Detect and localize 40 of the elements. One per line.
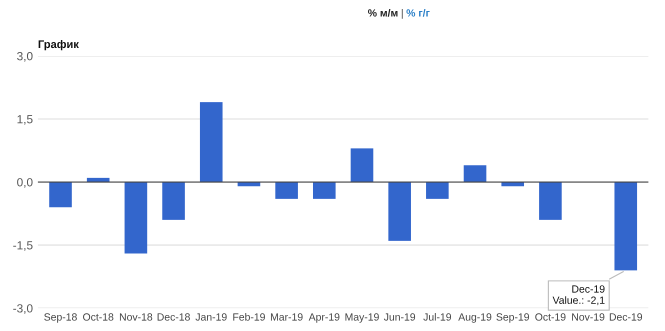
y-tick-label: 0,0 — [17, 178, 33, 188]
x-tick-label: Aug-19 — [458, 313, 492, 323]
bar — [426, 182, 449, 199]
x-tick-label: Mar-19 — [270, 313, 303, 321]
x-tick-label: Oct-19 — [535, 313, 566, 321]
bar — [388, 182, 411, 241]
bar — [124, 182, 148, 254]
bar — [200, 102, 223, 182]
bar — [614, 182, 638, 270]
bar — [312, 182, 336, 199]
text: % г/г — [406, 9, 430, 17]
bar — [350, 148, 374, 182]
bar — [162, 182, 185, 220]
bar — [275, 182, 298, 199]
x-tick-label: Nov-19 — [572, 313, 604, 321]
x-tick-label: Jun-19 — [384, 313, 416, 321]
y-tick-label: 1,5 — [18, 115, 33, 125]
y-tick-label: -3,0 — [13, 304, 33, 314]
x-tick-label: Dec-19 — [610, 313, 642, 321]
bar — [464, 165, 486, 182]
y-tick-label: 3,0 — [17, 52, 33, 62]
text: | — [402, 9, 403, 19]
x-tick-label: May-19 — [345, 313, 379, 323]
bar — [501, 182, 524, 186]
x-tick-label: Nov-18 — [120, 313, 152, 321]
x-tick-label: Sep-19 — [496, 313, 530, 323]
x-tick-label: Dec-18 — [158, 313, 190, 321]
y-tick-label: -1,5 — [13, 241, 33, 251]
x-tick-label: Sep-18 — [44, 313, 77, 323]
x-tick-label: Feb-19 — [233, 313, 265, 321]
bar — [49, 182, 72, 208]
x-tick-label: Jul-19 — [423, 313, 452, 321]
chart-title: График — [38, 40, 79, 50]
x-tick-label: Jan-19 — [195, 313, 227, 321]
x-tick-label: Oct-18 — [83, 313, 114, 321]
text: % м/м — [368, 9, 398, 17]
x-tick-label: Apr-19 — [308, 313, 340, 323]
bar — [238, 182, 260, 186]
bar — [539, 182, 562, 220]
annotation: Dec-19 Value.: -2,1 — [552, 285, 605, 306]
